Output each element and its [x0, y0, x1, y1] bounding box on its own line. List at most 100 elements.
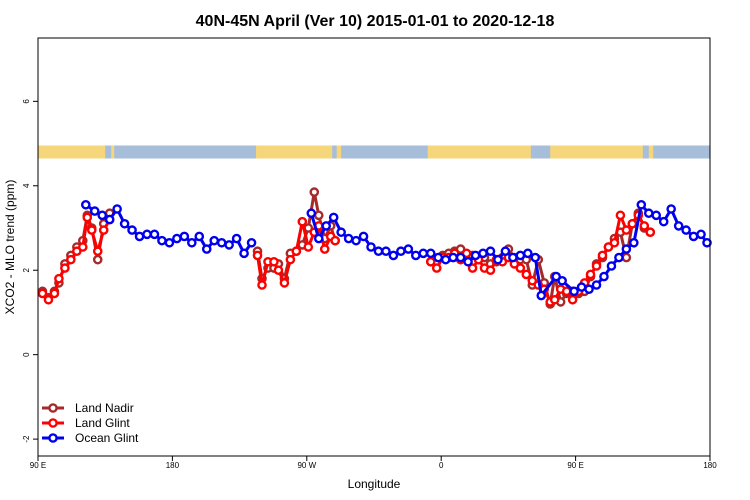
data-point [164, 237, 175, 248]
y-tick-label: -2 [22, 435, 31, 443]
data-point [127, 225, 137, 235]
data-point [433, 252, 444, 263]
data-point [425, 248, 436, 259]
data-point [366, 242, 376, 252]
ocean-strip [38, 145, 710, 159]
legend-label: Land Nadir [75, 401, 134, 415]
data-point [246, 237, 257, 248]
data-point [119, 218, 130, 229]
data-point [515, 263, 526, 273]
x-tick-label: 180 [166, 461, 180, 470]
y-tick-label: 6 [22, 99, 31, 104]
data-point [463, 256, 473, 267]
x-tick-label: 0 [439, 461, 444, 470]
land-mask-strip [38, 145, 710, 159]
data-point [629, 237, 639, 248]
data-point [82, 212, 93, 223]
data-point [411, 250, 421, 261]
y-axis-title: XCO2 - MLO trend (ppm) [3, 180, 17, 315]
data-point [80, 199, 91, 210]
data-point [599, 271, 609, 282]
data-point [92, 254, 103, 265]
data-point [112, 204, 122, 214]
data-point [576, 282, 587, 292]
series-ocean-glint [80, 199, 712, 301]
data-point [97, 210, 108, 221]
data-point [72, 246, 82, 257]
data-point [309, 187, 320, 197]
data-point [313, 233, 324, 244]
data-point [530, 252, 541, 263]
data-point [172, 233, 182, 244]
x-tick-label: 90 W [297, 461, 316, 470]
data-point [285, 254, 296, 265]
data-point [224, 240, 234, 250]
land-segment [648, 145, 654, 159]
data-point [252, 250, 263, 261]
land-segment [256, 145, 333, 159]
data-point [603, 242, 614, 252]
data-point [639, 221, 650, 231]
data-point [269, 256, 279, 267]
data-point [98, 225, 109, 235]
data-point [328, 212, 339, 223]
data-point [681, 225, 691, 235]
data-point [567, 294, 578, 305]
data-point [425, 256, 436, 267]
data-point [455, 252, 466, 263]
data-point [306, 208, 317, 219]
data-point [515, 250, 526, 261]
data-point [388, 250, 399, 261]
data-point [157, 235, 167, 246]
data-point [485, 246, 496, 257]
data-point [508, 252, 518, 263]
data-point [673, 221, 684, 231]
data-point [216, 237, 227, 248]
data-point [688, 231, 699, 242]
data-point [440, 254, 451, 265]
legend-label: Ocean Glint [75, 431, 139, 445]
y-tick-label: 0 [22, 352, 31, 357]
data-point [343, 233, 354, 244]
data-point [461, 248, 472, 259]
data-point [470, 250, 481, 261]
data-point [319, 244, 330, 254]
series-segment [256, 253, 264, 287]
data-point [536, 290, 547, 301]
data-point [43, 294, 54, 305]
data-point [381, 246, 391, 257]
data-point [418, 248, 429, 259]
data-point [500, 246, 511, 257]
data-point [239, 248, 249, 259]
data-point [89, 206, 100, 216]
data-point [134, 231, 145, 242]
land-segment [336, 145, 342, 159]
data-point [358, 231, 369, 242]
data-point [92, 246, 103, 257]
data-point [621, 244, 632, 254]
series-segment [632, 203, 643, 245]
x-tick-label: 90 E [30, 461, 46, 470]
x-axis-title: Longitude [348, 477, 401, 491]
data-point [621, 225, 632, 235]
data-point [485, 265, 496, 276]
data-point [591, 280, 602, 290]
data-point [313, 210, 324, 221]
data-point [330, 235, 340, 246]
data-point [651, 210, 662, 221]
data-point [194, 231, 205, 242]
data-point [66, 254, 76, 265]
land-segment [111, 145, 115, 159]
data-point [551, 271, 561, 282]
data-point [149, 229, 160, 240]
series-segment [533, 256, 543, 298]
data-point [621, 252, 632, 263]
x-tick-label: 180 [703, 461, 717, 470]
data-point [557, 275, 567, 286]
land-segment [427, 145, 531, 159]
data-point [643, 208, 654, 219]
data-point [431, 263, 442, 273]
data-point [37, 288, 48, 299]
